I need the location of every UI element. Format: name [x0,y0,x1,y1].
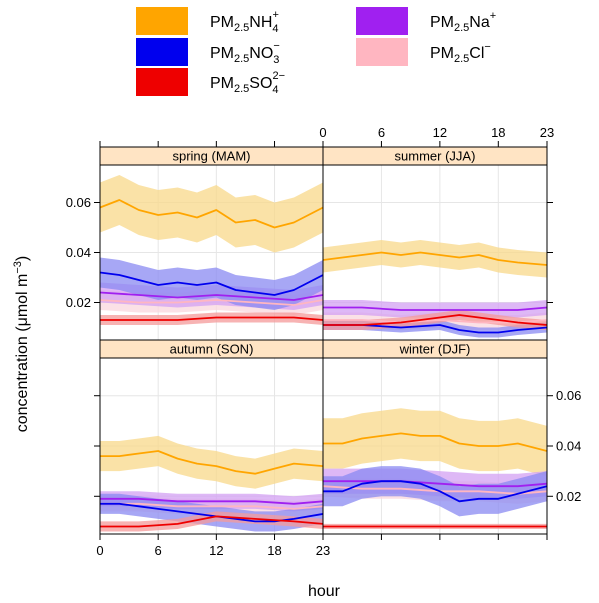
line-no3 [100,271,323,296]
axes: 0.02 0.04 0.06 0 6 12 18 23 0 6 12 18 23 0.02 0.04 0.06 [66,125,582,558]
line-nh4 [100,450,323,475]
strip-label: spring (MAM) [172,149,250,164]
legend-label-base: PM [430,45,454,62]
y-axis-title: concentration (μmol m−3) [12,256,31,432]
x-tick-label: 12 [433,125,447,140]
legend-item-na: PM2.5Na+ [356,7,496,35]
y-tick-label: 0.04 [556,439,581,454]
legend-label-charge: + [490,10,496,22]
legend-label-subscript: 2.5 [234,53,249,65]
x-tick-label: 18 [491,125,505,140]
panel-2: autumn (SON) [99,339,324,535]
legend-label-ion-subscript: 4 [272,23,278,35]
strip-label: winter (DJF) [399,342,471,357]
strip-label: summer (JJA) [395,149,476,164]
y-tick-label: 0.06 [66,195,91,210]
x-tick-label: 0 [96,543,103,558]
line-na [323,306,547,311]
line-cl [100,502,323,510]
legend-item-so4: PM2.5SO4 2− [136,68,285,96]
strip-label: autumn (SON) [170,342,254,357]
x-tick-label: 23 [316,543,330,558]
line-no3 [323,324,547,334]
panel-3: winter (DJF) [322,339,548,535]
x-tick-label: 18 [267,543,281,558]
line-cl [100,299,323,306]
legend-label-ion: NO [249,45,273,62]
panel-0: spring (MAM) [99,146,324,341]
legend-label-charge: − [484,41,490,53]
legend-swatch [136,68,188,96]
legend-label-ion: Na [469,14,490,31]
band-so4 [100,511,323,532]
legend-label-charge: 2− [273,70,286,82]
legend-label-base: PM [210,45,234,62]
legend-label: PM2.5NH4 + [210,9,279,35]
legend-label-ion: NH [249,14,272,31]
legend-label-base: PM [210,75,234,92]
panels: spring (MAM) summer (JJA) autumn (SON) wint… [99,146,548,535]
y-axis-title-exponent: −3 [12,261,24,274]
band-nh4 [323,408,547,477]
y-tick-label: 0.02 [556,489,581,504]
line-na [323,480,547,488]
legend-item-no3: PM2.5NO3 − [136,38,280,66]
legend-label-subscript: 2.5 [454,53,469,65]
panel-1: summer (JJA) [322,146,548,341]
y-tick-label: 0.04 [66,245,91,260]
legend-swatch [356,38,408,66]
legend-label-charge: − [273,40,279,52]
legend-label-base: PM [210,14,234,31]
band-na [323,300,547,318]
legend-item-cl: PM2.5Cl− [356,38,491,66]
legend-swatch [136,38,188,66]
y-tick-label: 0.02 [66,295,91,310]
x-axis-title: hour [308,583,341,600]
legend-label-subscript: 2.5 [234,83,249,95]
legend-label: PM2.5Na+ [430,10,496,34]
legend-label-ion: Cl [469,45,484,62]
legend-label-ion-subscript: 3 [273,54,279,66]
line-nh4 [323,432,547,452]
legend-label-base: PM [430,14,454,31]
line-nh4 [323,251,547,266]
legend-label-ion-subscript: 4 [272,84,278,96]
legend-label: PM2.5Cl− [430,41,491,65]
legend-label: PM2.5NO3 − [210,40,280,66]
x-tick-label: 6 [155,543,162,558]
band-nh4 [100,175,323,253]
legend-label-charge: + [273,9,279,21]
legend-swatch [136,7,188,35]
legend-label: PM2.5SO4 2− [210,70,285,96]
legend-label-ion: SO [249,75,272,92]
legend-item-nh4: PM2.5NH4 + [136,7,279,35]
x-tick-label: 23 [540,125,554,140]
y-axis-title-close: ) [14,256,31,261]
legend-label-subscript: 2.5 [454,22,469,34]
legend-label-subscript: 2.5 [234,22,249,34]
band-nh4 [100,435,323,489]
x-tick-label: 0 [319,125,326,140]
band-so4 [100,312,323,325]
line-so4 [100,515,323,528]
band-nh4 [323,240,547,278]
line-nh4 [100,199,323,229]
x-tick-label: 12 [209,543,223,558]
x-tick-label: 6 [378,125,385,140]
y-axis-title-main: concentration (μmol m [14,274,31,433]
legend-swatch [356,7,408,35]
line-so4 [323,314,547,326]
legend: PM2.5NH4+PM2.5NO3−PM2.5SO42−PM2.5Na+PM2.… [136,7,496,96]
line-na [100,291,323,301]
line-na [100,497,323,505]
y-tick-label: 0.06 [556,388,581,403]
line-so4 [100,316,323,321]
line-no3 [323,480,547,503]
